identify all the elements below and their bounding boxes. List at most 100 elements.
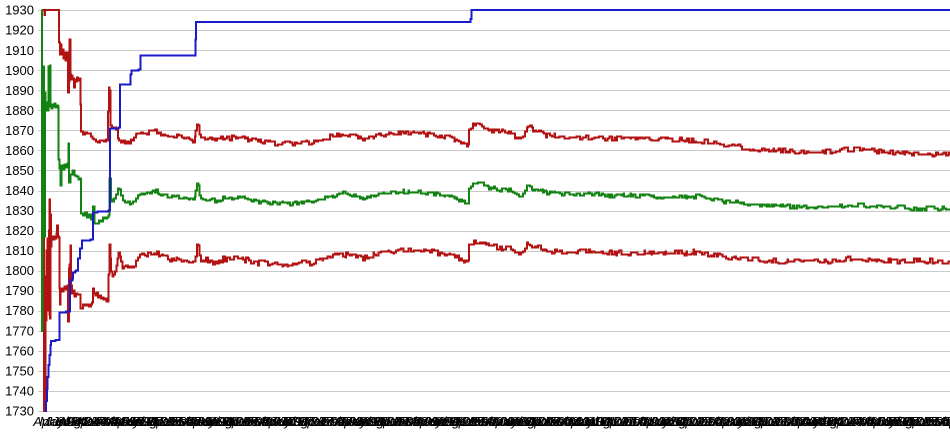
y-tick-label-1880: 1880 — [5, 103, 34, 118]
x-tick-label: Aug 95 — [133, 414, 176, 429]
x-tick-label: Apr 05 — [864, 414, 904, 429]
y-axis-labels: 1930 1920 1910 1900 1890 1880 1870 1860 1850 1840… — [5, 3, 34, 419]
x-tick-label: Oct 99 — [449, 414, 487, 429]
x-tick-label: Nov 03 — [758, 414, 800, 429]
x-tick-label: Oct 03 — [751, 414, 790, 429]
x-tick-label: Mar 99 — [405, 414, 445, 429]
series-games-progress-line — [45, 9, 950, 412]
y-tick-label-1770: 1770 — [5, 323, 34, 338]
x-tick-label: Jul 95 — [127, 414, 163, 429]
x-tick-label: Mar 96 — [178, 414, 219, 429]
x-tick-label: Feb 06 — [928, 414, 950, 429]
x-tick-label: Dec 97 — [310, 414, 352, 429]
y-tick-label-1780: 1780 — [5, 303, 34, 318]
x-tick-label: Jan 96 — [165, 414, 206, 429]
x-tick-label: Jan 95 — [89, 414, 130, 429]
x-tick-label: May 94 — [40, 414, 83, 429]
x-tick-label: Jun 03 — [725, 414, 766, 429]
x-tick-label: Feb 97 — [247, 414, 288, 429]
x-tick-label: Feb 96 — [172, 414, 213, 429]
x-tick-label: Dec 03 — [764, 414, 806, 429]
x-tick-label: Feb 99 — [399, 414, 439, 429]
x-tick-label: Mar 00 — [481, 414, 522, 429]
x-tick-label: May 05 — [871, 414, 914, 429]
x-tick-label: Nov 99 — [455, 414, 496, 429]
x-tick-label: Feb 05 — [852, 414, 893, 429]
x-tick-label: Dec 96 — [235, 414, 277, 429]
x-tick-label: Apr 97 — [259, 414, 299, 429]
x-tick-label: Aug 99 — [435, 414, 477, 429]
x-tick-label: Sep 96 — [216, 414, 258, 429]
x-tick-label: Oct 96 — [222, 414, 261, 429]
x-tick-label: Jul 01 — [580, 414, 616, 429]
x-tick-label: Dec 05 — [915, 414, 950, 429]
x-tick-label: Feb 98 — [323, 414, 364, 429]
x-tick-label: May 95 — [115, 414, 158, 429]
x-tick-label: Sep 95 — [140, 414, 182, 429]
x-tick-label: Dec 02 — [688, 414, 730, 429]
x-tick-label: Apr 94 — [32, 414, 71, 429]
y-tick-label-1890: 1890 — [5, 83, 34, 98]
x-tick-label: Sep 00 — [518, 414, 560, 429]
x-tick-label: Jul 03 — [732, 414, 768, 429]
x-tick-label: Oct 01 — [600, 414, 638, 429]
x-tick-label: Jun 96 — [196, 414, 237, 429]
x-tick-label: Apr 00 — [486, 414, 526, 429]
x-tick-label: Jan 06 — [921, 414, 950, 429]
x-tick-label: Nov 98 — [380, 414, 422, 429]
x-tick-label: Apr 99 — [410, 414, 449, 429]
x-tick-label: Jul 96 — [202, 414, 238, 429]
y-tick-label-1800: 1800 — [5, 263, 34, 278]
x-tick-label: Jan 02 — [618, 414, 659, 429]
x-tick-label: Mar 04 — [783, 414, 823, 429]
y-tick-label-1900: 1900 — [5, 63, 34, 78]
x-tick-label: Dec 94 — [84, 414, 125, 429]
x-tick-label: Sep 04 — [821, 414, 862, 429]
x-tick-label: Mar 02 — [632, 414, 673, 429]
x-tick-label: Jan 04 — [769, 414, 809, 429]
x-tick-label: Jan 98 — [316, 414, 357, 429]
x-tick-label: May 00 — [493, 414, 536, 429]
x-tick-label: Jan 00 — [467, 414, 508, 429]
x-tick-label: Apr 03 — [713, 414, 753, 429]
x-tick-label: Jul 02 — [656, 414, 692, 429]
x-tick-label: May 98 — [342, 414, 385, 429]
x-tick-label: Jun 99 — [423, 414, 463, 429]
x-tick-label: Nov 00 — [531, 414, 573, 429]
x-tick-label: Nov 05 — [909, 414, 950, 429]
x-tick-label: Sep 02 — [670, 414, 712, 429]
x-tick-label: Nov 94 — [77, 414, 118, 429]
y-tick-label-1750: 1750 — [5, 363, 34, 378]
x-tick-label: Aug 04 — [813, 414, 855, 429]
x-tick-label: Oct 04 — [827, 414, 865, 429]
x-tick-label: Jun 98 — [347, 414, 388, 429]
x-tick-label: Jan 97 — [240, 414, 281, 429]
x-tick-label: Nov 95 — [153, 414, 195, 429]
x-tick-label: Aug 03 — [738, 414, 781, 429]
x-tick-label: May 02 — [644, 414, 687, 429]
y-tick-label-1850: 1850 — [5, 163, 34, 178]
x-tick-label: May 96 — [191, 414, 234, 429]
x-tick-label: Sep 01 — [594, 414, 635, 429]
x-tick-label: Nov 04 — [833, 414, 874, 429]
x-tick-label: Jun 00 — [498, 414, 539, 429]
x-tick-label: Nov 02 — [682, 414, 724, 429]
x-tick-label: Dec 00 — [537, 414, 579, 429]
y-tick-label-1920: 1920 — [5, 23, 34, 38]
y-tick-label-1930: 1930 — [5, 3, 34, 18]
x-tick-label: Dec 98 — [386, 414, 428, 429]
x-tick-label: Mar 97 — [254, 414, 295, 429]
x-tick-label: May 97 — [266, 414, 309, 429]
y-tick-label-1910: 1910 — [5, 43, 34, 58]
x-tick-label: Jun 05 — [876, 414, 917, 429]
x-tick-label: Oct 94 — [71, 414, 109, 429]
y-tick-label-1820: 1820 — [5, 223, 34, 238]
y-tick-label-1740: 1740 — [5, 383, 34, 398]
x-tick-label: Nov 97 — [304, 414, 346, 429]
x-tick-label: Jun 94 — [45, 414, 85, 429]
x-tick-label: Jul 04 — [807, 414, 843, 429]
series-rating-lower-bound-line — [43, 105, 950, 412]
gridlines — [38, 10, 950, 412]
x-tick-label: Sep 99 — [443, 414, 484, 429]
x-tick-label: Sep 94 — [65, 414, 106, 429]
